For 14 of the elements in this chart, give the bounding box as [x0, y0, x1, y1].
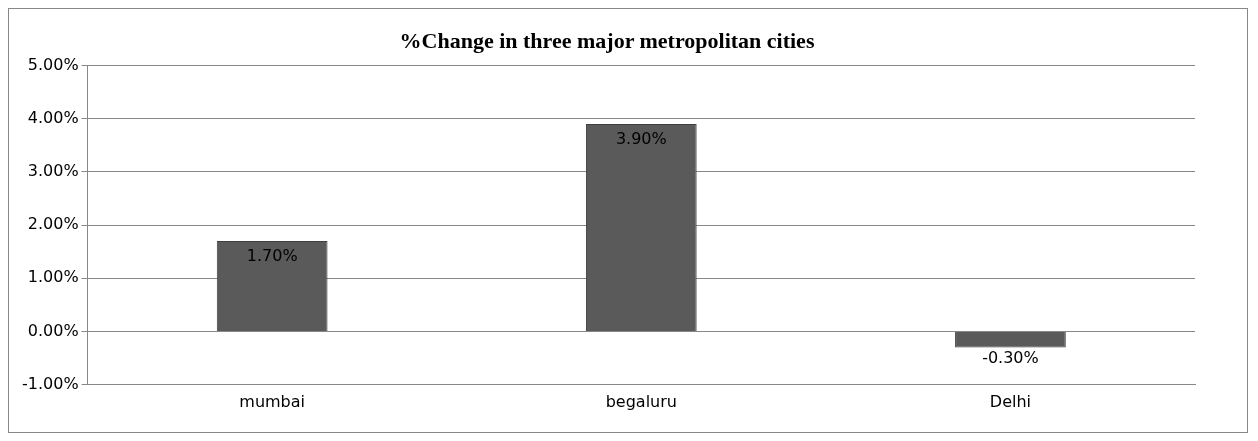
chart-title: %Change in three major metropolitan cities: [399, 27, 815, 53]
y-tick-label: 2.00%: [27, 214, 79, 234]
y-tick-label: 0.00%: [27, 320, 79, 340]
y-tick-label: 1.00%: [27, 267, 79, 287]
x-tick-label: mumbai: [239, 391, 306, 411]
data-label: 1.70%: [246, 246, 298, 266]
x-tick-label: begaluru: [605, 391, 677, 411]
data-label: 3.90%: [615, 129, 667, 149]
y-tick-label: 4.00%: [27, 107, 79, 127]
data-label: -0.30%: [982, 347, 1039, 367]
y-tick-label: 5.00%: [27, 54, 79, 74]
y-tick-label: -1.00%: [21, 373, 79, 393]
x-tick-label: Delhi: [989, 391, 1032, 411]
y-tick-label: 3.00%: [27, 161, 79, 181]
